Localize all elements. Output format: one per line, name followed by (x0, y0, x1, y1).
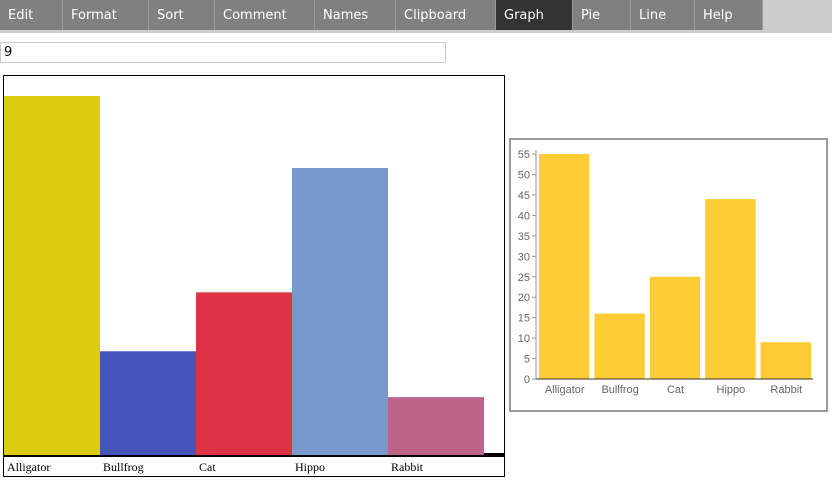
y-tick-label: 35 (518, 231, 530, 243)
input-value: 9 (4, 45, 13, 60)
y-tick-label: 30 (518, 251, 530, 263)
x-tick-label: Alligator (545, 384, 585, 396)
bar (594, 313, 645, 379)
x-tick-label: Rabbit (770, 384, 802, 396)
bar (4, 96, 100, 456)
x-tick-label: Hippo (295, 460, 325, 474)
menu-item[interactable]: Line (631, 0, 695, 30)
menu-item[interactable]: Sort (149, 0, 215, 30)
menu-item[interactable]: Graph (496, 0, 573, 30)
y-tick-label: 45 (518, 190, 530, 202)
x-tick-label: Hippo (717, 384, 746, 396)
bar (292, 168, 388, 456)
x-tick-label: Bullfrog (601, 384, 638, 396)
x-tick-label: Cat (667, 384, 684, 396)
menu-item[interactable]: Format (63, 0, 149, 30)
y-tick-label: 20 (518, 292, 530, 304)
text-input[interactable]: 9 (0, 42, 446, 63)
menu-item[interactable]: Edit (0, 0, 63, 30)
x-tick-label: Cat (199, 460, 216, 474)
menu-item[interactable]: Comment (215, 0, 315, 30)
menu-item[interactable]: Names (315, 0, 396, 30)
bar (705, 199, 756, 379)
x-tick-label: Rabbit (391, 460, 424, 474)
y-tick-label: 10 (518, 333, 530, 345)
bar (100, 351, 196, 456)
bar (649, 276, 701, 379)
y-tick-label: 0 (524, 374, 530, 386)
bar (388, 397, 484, 456)
y-tick-label: 40 (518, 210, 530, 222)
menu-item[interactable]: Clipboard (396, 0, 496, 30)
menu-item[interactable]: Pie (573, 0, 631, 30)
x-tick-label: Alligator (7, 460, 50, 474)
y-tick-label: 55 (518, 149, 530, 161)
y-tick-label: 15 (518, 313, 530, 325)
menu-item[interactable]: Help (695, 0, 763, 30)
bar (196, 292, 292, 456)
x-tick-label: Bullfrog (103, 460, 144, 474)
y-tick-label: 5 (524, 354, 530, 366)
y-tick-label: 50 (518, 170, 530, 182)
baseline-end (484, 453, 504, 457)
y-tick-label: 25 (518, 272, 530, 284)
bar (539, 154, 590, 379)
menu-bar: Edit Format Sort Comment Names Clipboard Graph… (0, 0, 832, 33)
bar (760, 342, 811, 379)
baseline (4, 455, 504, 457)
